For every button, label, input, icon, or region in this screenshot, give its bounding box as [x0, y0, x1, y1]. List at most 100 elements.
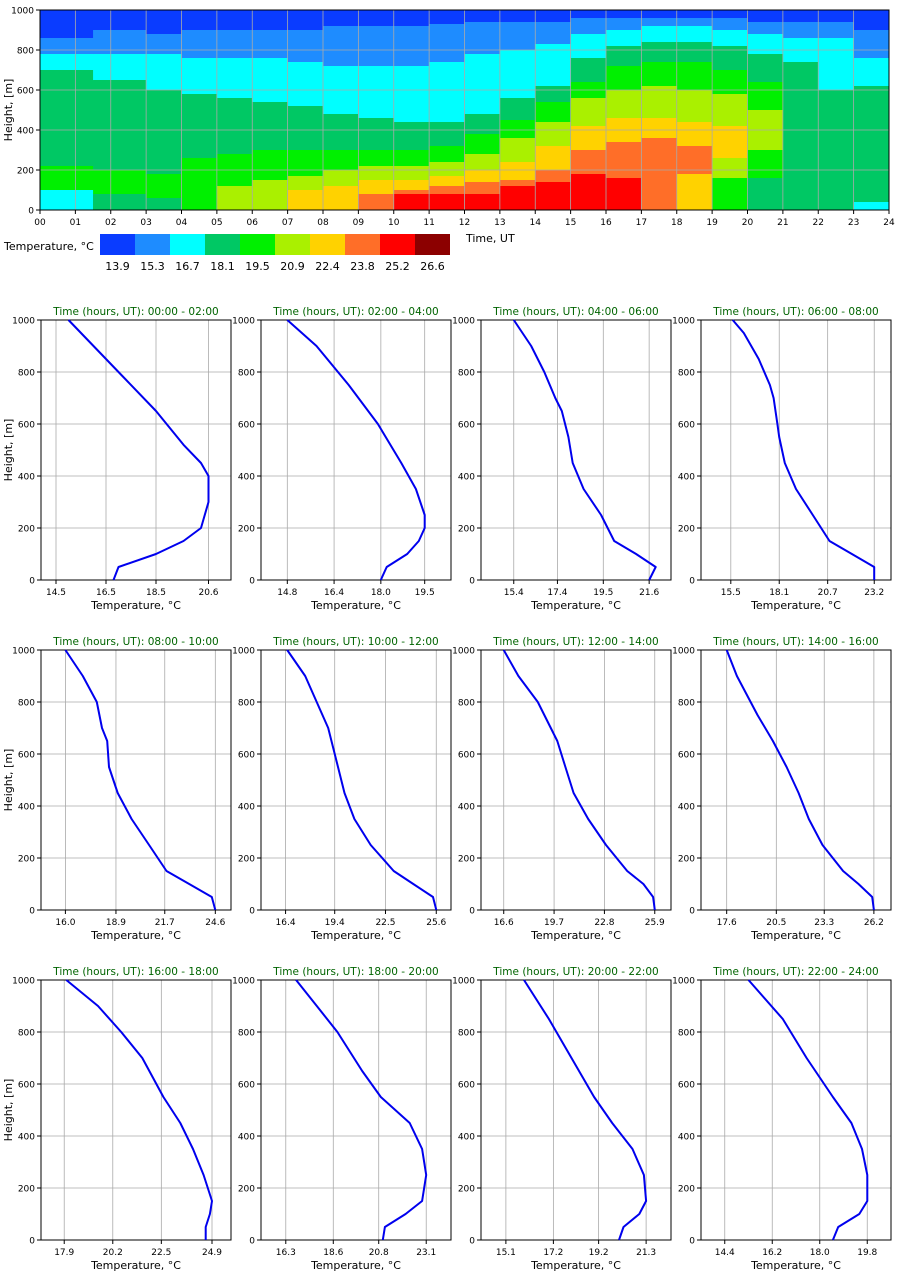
- profile-x-tick-label: 18.6: [323, 1248, 343, 1258]
- profile-x-axis-label: Temperature, °C: [530, 1259, 621, 1272]
- heatmap-x-axis-label: Time, UT: [465, 232, 515, 245]
- heatmap-cell: [535, 146, 572, 171]
- profile-y-tick-label: 400: [18, 803, 35, 813]
- profile-x-tick-label: 17.6: [717, 918, 737, 928]
- heatmap-x-tick-label: 02: [105, 218, 116, 228]
- heatmap-y-tick-label: 600: [17, 87, 34, 97]
- heatmap-cell: [606, 142, 642, 179]
- temperature-profile-line: [523, 979, 648, 1241]
- profile-y-tick-label: 200: [18, 525, 35, 535]
- colorbar-value-label: 26.6: [420, 260, 445, 273]
- heatmap-cell: [606, 18, 642, 31]
- profile-x-axis-label: Temperature, °C: [530, 929, 621, 942]
- heatmap-cell: [93, 10, 147, 31]
- heatmap-cell: [853, 58, 890, 87]
- heatmap-x-tick-label: 15: [565, 218, 576, 228]
- heatmap-y-tick-label: 1000: [11, 7, 34, 17]
- profile-title: Time (hours, UT): 16:00 - 18:00: [52, 966, 218, 978]
- profile-y-tick-label: 400: [238, 803, 255, 813]
- heatmap-cell: [358, 194, 395, 210]
- temperature-profile-line: [65, 979, 213, 1240]
- profile-y-tick-label: 200: [458, 855, 475, 865]
- colorbar-value-label: 19.5: [245, 260, 270, 273]
- heatmap-cell: [358, 10, 395, 27]
- profile-y-tick-label: 800: [678, 699, 695, 709]
- heatmap-cell: [93, 194, 147, 210]
- heatmap-x-tick-label: 12: [459, 218, 470, 228]
- profile-y-tick-label: 600: [238, 751, 255, 761]
- heatmap-cell: [181, 10, 218, 31]
- heatmap-cell: [146, 198, 182, 210]
- profile-y-tick-label: 200: [18, 855, 35, 865]
- heatmap-cell: [641, 10, 678, 19]
- profile-x-tick-label: 16.0: [55, 918, 75, 928]
- heatmap-cell: [676, 174, 713, 210]
- heatmap-cell: [93, 54, 147, 81]
- profile-y-tick-label: 600: [18, 421, 35, 431]
- heatmap-cell: [464, 194, 501, 210]
- heatmap-cell: [464, 54, 501, 115]
- profile-frame: [260, 979, 452, 1241]
- heatmap-cell: [499, 120, 536, 139]
- heatmap-cell: [499, 138, 536, 163]
- profile-frame: [700, 319, 892, 581]
- heatmap-cell: [429, 62, 465, 123]
- profile-x-axis-label: Temperature, °C: [310, 599, 401, 612]
- profile-y-tick-label: 400: [238, 473, 255, 483]
- heatmap-cell: [499, 10, 536, 23]
- heatmap-x-tick-label: 19: [706, 218, 718, 228]
- profile-y-tick-label: 600: [678, 421, 695, 431]
- profile-y-tick-label: 1000: [452, 977, 475, 987]
- profile-y-tick-label: 400: [18, 473, 35, 483]
- heatmap-x-tick-label: 21: [777, 218, 788, 228]
- profile-panel: 17.6 20.5 23.3 26.2 0 200 400 600 800 1000 Time (h…: [672, 636, 892, 942]
- profile-y-tick-label: 1000: [12, 647, 35, 657]
- profile-x-tick-label: 17.2: [543, 1248, 563, 1258]
- heatmap-cell: [782, 22, 819, 39]
- heatmap-cell: [93, 170, 147, 195]
- temperature-profile-line: [67, 319, 210, 581]
- heatmap-cell: [747, 54, 784, 83]
- profile-y-tick-label: 200: [238, 525, 255, 535]
- profile-y-tick-label: 1000: [452, 647, 475, 657]
- profile-frame: [480, 649, 672, 911]
- heatmap-cell: [606, 66, 642, 91]
- heatmap-x-tick-label: 07: [282, 218, 293, 228]
- heatmap-cell: [287, 30, 324, 63]
- colorbar-label: Temperature, °C: [3, 240, 94, 253]
- profile-x-tick-label: 19.4: [325, 918, 345, 928]
- heatmap-cell: [641, 26, 678, 43]
- profile-title: Time (hours, UT): 14:00 - 16:00: [712, 636, 878, 648]
- heatmap-cell: [181, 58, 218, 95]
- colorbar-swatch: [275, 234, 310, 255]
- heatmap-cell: [853, 202, 890, 210]
- heatmap-cell: [464, 154, 501, 171]
- heatmap-cell: [40, 54, 94, 71]
- colorbar-swatch: [415, 234, 450, 255]
- profile-y-tick-label: 0: [689, 1237, 695, 1247]
- heatmap-cell: [93, 30, 147, 55]
- profile-y-tick-label: 200: [238, 1185, 255, 1195]
- heatmap-cell: [323, 10, 359, 27]
- profile-y-tick-label: 1000: [672, 317, 695, 327]
- heatmap-x-tick-label: 18: [671, 218, 683, 228]
- profile-x-tick-label: 14.8: [277, 588, 297, 598]
- heatmap-cell: [358, 26, 395, 67]
- temperature-profile-line: [64, 649, 217, 911]
- heatmap-cell: [464, 182, 501, 195]
- profile-x-tick-label: 24.6: [205, 918, 225, 928]
- profile-y-tick-label: 1000: [232, 977, 255, 987]
- profile-x-axis-label: Temperature, °C: [310, 929, 401, 942]
- heatmap-cell: [393, 10, 430, 27]
- profile-x-tick-label: 15.5: [721, 588, 741, 598]
- heatmap-cell: [712, 70, 748, 95]
- heatmap-x-tick-label: 22: [813, 218, 824, 228]
- profile-x-tick-label: 17.4: [547, 588, 567, 598]
- profile-x-axis-label: Temperature, °C: [750, 1259, 841, 1272]
- profile-y-tick-label: 600: [238, 421, 255, 431]
- colorbar-swatch: [380, 234, 415, 255]
- profile-y-tick-label: 800: [458, 369, 475, 379]
- heatmap-cell: [216, 30, 253, 59]
- profile-panel: 17.9 20.2 22.5 24.9 0 200 400 600 800 1000 Time (h…: [2, 966, 232, 1272]
- heatmap-cell: [747, 22, 784, 35]
